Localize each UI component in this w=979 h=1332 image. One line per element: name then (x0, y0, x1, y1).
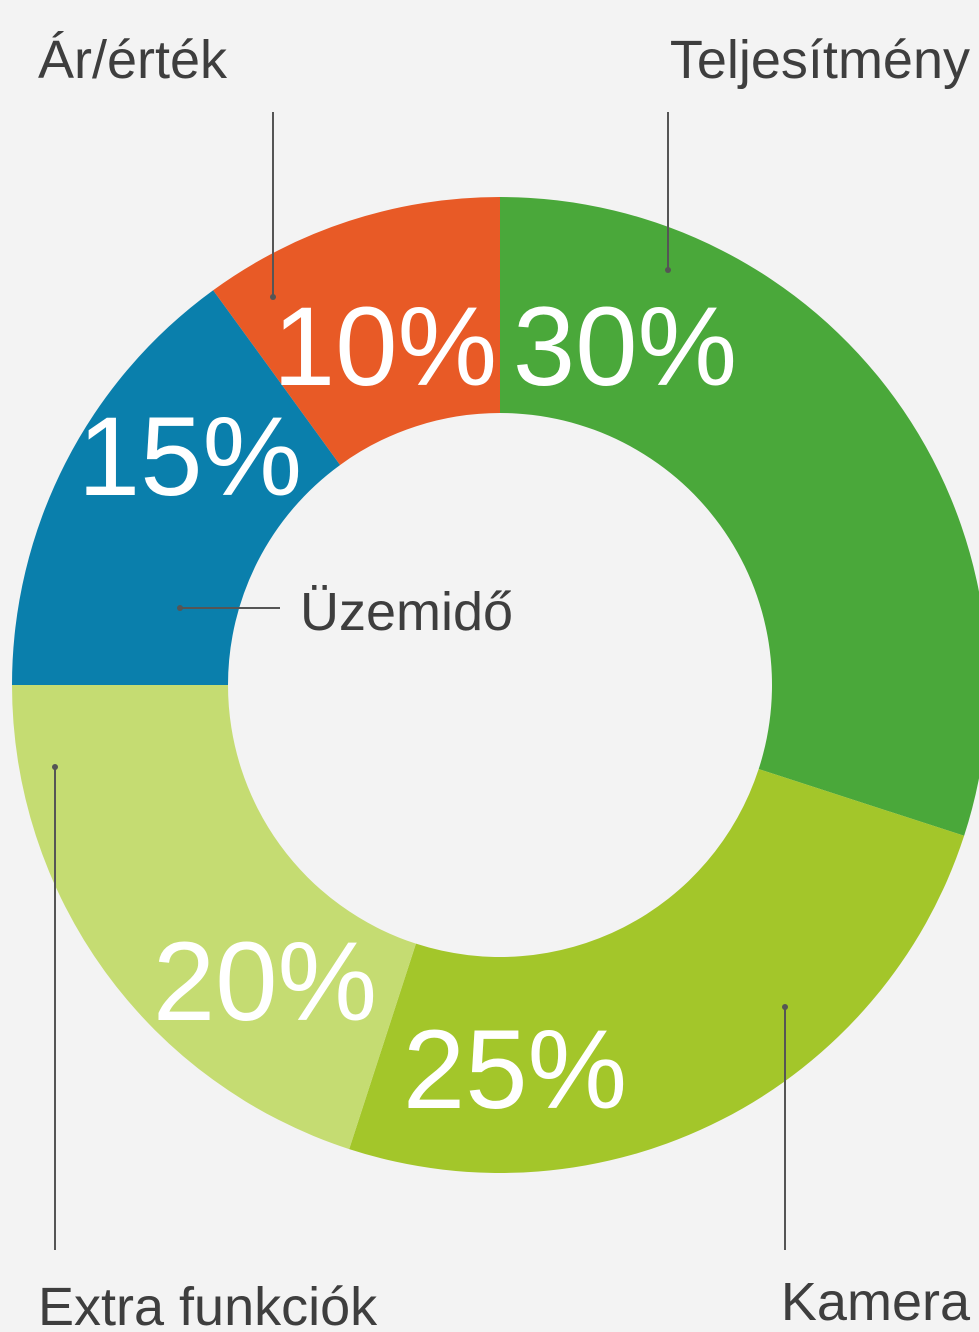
leader-dot (782, 1004, 788, 1010)
value-label: 15% (78, 394, 302, 519)
slice (12, 290, 341, 685)
slice (349, 769, 965, 1173)
category-label: Kamera (781, 1272, 971, 1332)
category-label: Teljesítmény (670, 30, 970, 90)
leader-dot (177, 605, 183, 611)
slice (12, 685, 416, 1150)
leader-dot (270, 294, 276, 300)
value-label: 25% (403, 1007, 627, 1132)
value-label: 10% (273, 284, 497, 409)
category-label: Üzemidő (300, 582, 513, 642)
leader-dot (52, 764, 58, 770)
leader-dot (665, 267, 671, 273)
category-label: Extra funkciók (38, 1277, 378, 1332)
value-label: 20% (153, 919, 377, 1044)
slice (500, 197, 979, 836)
category-label: Ár/érték (38, 30, 228, 90)
slice (213, 197, 500, 465)
value-label: 30% (513, 284, 737, 409)
